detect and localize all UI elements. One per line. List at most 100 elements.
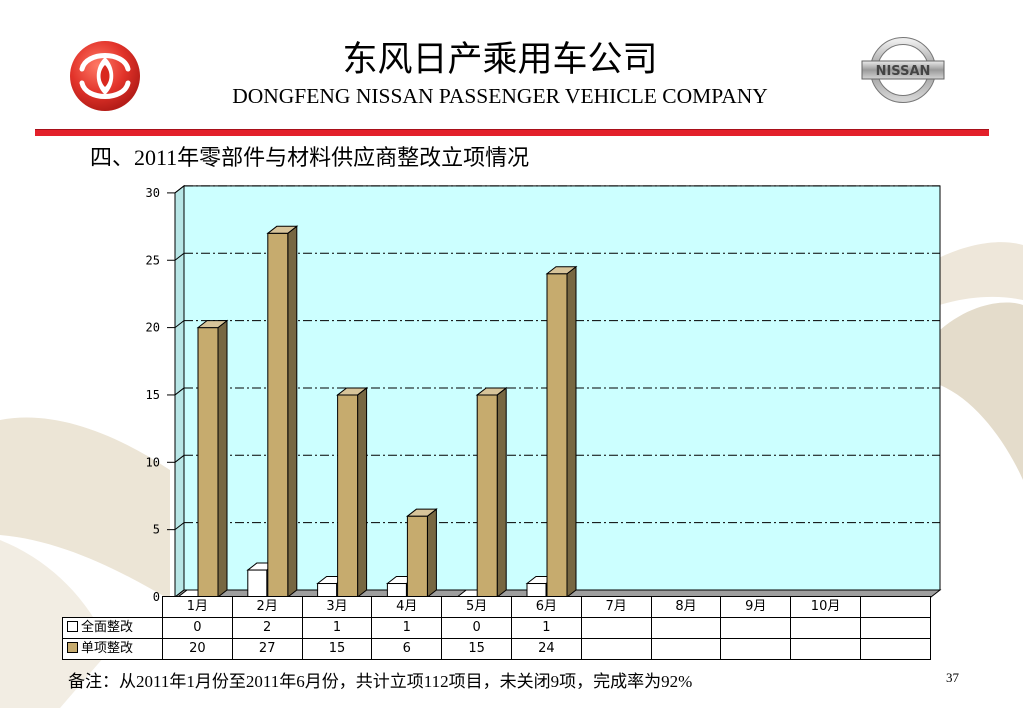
data-table-value: 27 (231, 638, 303, 660)
data-table-body: 1月 2月 3月 4月 5月 6月 7月 8月 9月 10月 全面整改 0 2 1 1 0 1 单项整改 20 27 1… (62, 596, 931, 660)
background-swirl (0, 417, 170, 600)
bar-top-face (336, 387, 369, 396)
data-table-value: 2 (231, 617, 303, 639)
bar-side-face (566, 265, 577, 599)
side-wall-gridline (174, 320, 185, 328)
logo-center-inner (100, 65, 110, 87)
nissan-logo-icon: NISSAN (861, 37, 945, 103)
bar-top-face (545, 266, 578, 275)
data-table-value (790, 617, 861, 639)
bar-single-item-rectification-month-5 (475, 386, 508, 599)
bar-side-face (287, 225, 298, 599)
data-table-value: 20 (162, 638, 233, 660)
logo-swirl-upper (79, 53, 131, 72)
bar-top-face (266, 225, 299, 234)
header-divider (35, 129, 989, 136)
category-label: 1月 (162, 596, 233, 618)
y-tick-label: 30 (146, 186, 160, 200)
side-wall-gridline (174, 252, 185, 261)
empty-cell (859, 596, 931, 618)
data-table-value: 0 (162, 617, 233, 639)
bar-top-face (475, 387, 508, 396)
bar-front-face (406, 515, 428, 598)
data-table-value: 15 (301, 638, 373, 660)
data-table-value: 1 (371, 617, 443, 639)
side-wall-gridline (174, 522, 185, 531)
data-table-corner (62, 596, 163, 618)
category-label: 5月 (441, 596, 512, 618)
data-table-value: 15 (441, 638, 512, 660)
category-label: 7月 (580, 596, 652, 618)
y-tick-label: 20 (146, 321, 160, 335)
side-wall-gridline (174, 387, 185, 396)
data-table-value (650, 638, 722, 660)
slide-heading: 四、2011年零部件与材料供应商整改立项情况 (90, 145, 530, 170)
data-table-value: 24 (510, 638, 582, 660)
data-table-value (720, 638, 792, 660)
data-table-value (580, 617, 652, 639)
data-table-value: 6 (371, 638, 443, 660)
background-swirl (0, 540, 110, 708)
bar-front-face (197, 327, 219, 598)
nissan-logo-text: NISSAN (876, 64, 931, 79)
chart-data-table: 1月 2月 3月 4月 5月 6月 7月 8月 9月 10月 全面整改 0 2 1 1 0 1 单项整改 20 27 1… (62, 596, 931, 660)
series-label-cell: 单项整改 (62, 638, 163, 660)
series-row-comprehensive-rectification: 全面整改 0 2 1 1 0 1 (62, 617, 931, 639)
y-tick-label: 15 (146, 388, 160, 402)
data-table-value: 1 (510, 617, 582, 639)
category-label: 4月 (371, 596, 443, 618)
data-table-value: 1 (301, 617, 373, 639)
bar-single-item-rectification-month-3 (336, 386, 369, 599)
side-wall-gridline (174, 185, 185, 194)
bar-single-item-rectification-month-1 (196, 319, 229, 599)
data-table-value (650, 617, 722, 639)
footnote: 备注：从2011年1月份至2011年6月份，共计立项112项目，未关闭9项，完成… (68, 672, 693, 691)
page-number: 37 (946, 670, 959, 685)
bar-side-face (357, 386, 368, 599)
legend-swatch-icon (67, 642, 78, 653)
bar-front-face (337, 394, 359, 598)
bar-front-face (317, 583, 338, 598)
bar-side-face (217, 319, 228, 599)
data-table-value (790, 638, 861, 660)
series-name: 全面整改 (81, 620, 134, 635)
legend-swatch-icon (67, 621, 78, 632)
background-swirl (940, 302, 1023, 480)
bar-single-item-rectification-month-6 (545, 265, 578, 599)
data-table-value (580, 638, 652, 660)
category-label: 8月 (650, 596, 722, 618)
side-wall-gridline (174, 454, 185, 463)
bar-side-face (426, 508, 437, 599)
category-label: 2月 (231, 596, 303, 618)
bar-side-face (496, 386, 507, 599)
category-label: 3月 (301, 596, 373, 618)
logo-band (861, 60, 945, 80)
company-title-en: DONGFENG NISSAN PASSENGER VEHICLE COMPAN… (232, 84, 768, 108)
y-tick-label: 5 (153, 523, 160, 537)
y-tick-label: 25 (146, 253, 160, 267)
y-tick-label: 10 (146, 455, 160, 469)
series-name: 单项整改 (81, 641, 134, 656)
series-label-cell: 全面整改 (62, 617, 163, 639)
series-row-single-item-rectification: 单项整改 20 27 15 6 15 24 (62, 638, 931, 660)
bar-single-item-rectification-month-4 (405, 508, 438, 599)
data-table-value (720, 617, 792, 639)
data-table-value (859, 638, 931, 660)
data-table-value (859, 617, 931, 639)
category-row: 1月 2月 3月 4月 5月 6月 7月 8月 9月 10月 (62, 596, 931, 618)
bar-top-face (405, 508, 438, 517)
data-table-value: 0 (441, 617, 512, 639)
company-title-cn: 东风日产乘用车公司 (342, 40, 658, 80)
bar-top-face (196, 320, 229, 329)
bar-front-face (247, 569, 268, 598)
bar-front-face (546, 273, 568, 598)
category-label: 9月 (720, 596, 792, 618)
category-label: 10月 (790, 596, 861, 618)
bar-single-item-rectification-month-2 (266, 225, 299, 599)
dongfeng-logo-icon (70, 41, 140, 111)
bar-front-face (386, 583, 407, 598)
bar-front-face (267, 232, 289, 598)
category-label: 6月 (510, 596, 582, 618)
bar-front-face (526, 583, 547, 598)
